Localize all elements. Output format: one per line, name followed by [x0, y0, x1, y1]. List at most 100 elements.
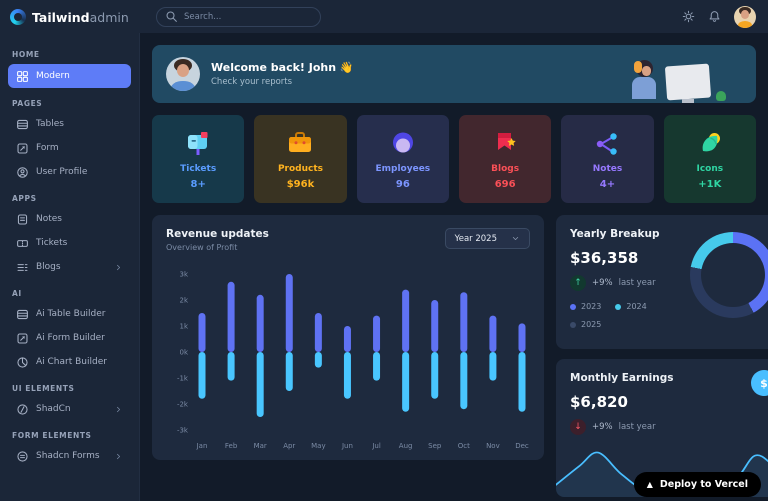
sidebar-item-shadcn[interactable]: ShadCn — [8, 398, 131, 420]
monthly-title: Monthly Earnings — [570, 372, 674, 384]
bar-positive-dec[interactable] — [518, 323, 526, 352]
bar-positive-apr[interactable] — [285, 274, 293, 352]
share-nodes-icon — [592, 129, 622, 159]
form-icon — [16, 332, 29, 345]
bar-positive-jan[interactable] — [198, 313, 206, 352]
x-axis-label: Mar — [254, 442, 267, 450]
stat-label: Icons — [696, 163, 724, 174]
welcome-banner: Welcome back! John 👋 Check your reports — [152, 45, 756, 103]
x-axis-label: Sep — [428, 442, 442, 450]
sidebar-item-label: Shadcn Forms — [36, 451, 100, 461]
brand-name-light: admin — [89, 10, 129, 25]
bar-positive-aug[interactable] — [402, 289, 410, 352]
chevron-right-icon — [114, 263, 123, 272]
sidebar-item-ai-chart-builder[interactable]: Ai Chart Builder — [8, 351, 131, 373]
sidebar-section-title: FORM ELEMENTS — [12, 431, 92, 440]
bar-positive-feb[interactable] — [227, 281, 235, 352]
theme-toggle-sun-icon[interactable] — [682, 10, 695, 23]
bar-positive-oct[interactable] — [460, 292, 468, 352]
bar-negative-may[interactable] — [314, 352, 322, 368]
user-avatar[interactable] — [734, 5, 756, 28]
bar-positive-may[interactable] — [314, 313, 322, 352]
stat-card-blogs[interactable]: Blogs 696 — [458, 115, 552, 203]
sidebar-item-tickets[interactable]: Tickets — [8, 232, 131, 254]
y-axis-tick: 2k — [179, 297, 188, 305]
stat-card-tickets[interactable]: Tickets 8+ — [152, 115, 245, 203]
sidebar-section-title: UI ELEMENTS — [12, 384, 75, 393]
y-axis-tick: -1k — [177, 375, 189, 383]
trend-down-icon: ↓ — [570, 419, 586, 435]
x-axis-label: Jul — [371, 442, 381, 450]
sidebar-item-blogs[interactable]: Blogs — [8, 256, 131, 278]
bar-negative-mar[interactable] — [256, 352, 264, 417]
brand-logo[interactable]: Tailwindadmin — [0, 7, 140, 26]
bar-negative-nov[interactable] — [489, 352, 497, 381]
year-select-dropdown[interactable]: Year 2025 — [444, 228, 530, 249]
stat-label: Notes — [592, 163, 623, 174]
bookmark-star-icon — [490, 129, 520, 159]
bar-negative-jul[interactable] — [373, 352, 381, 381]
bar-positive-jun[interactable] — [343, 326, 351, 352]
bar-negative-sep[interactable] — [431, 352, 439, 399]
stat-card-employees[interactable]: Employees 96 — [356, 115, 449, 203]
plant-shape — [716, 91, 726, 101]
monthly-delta: +9% — [592, 422, 613, 432]
form-icon — [16, 142, 29, 155]
bar-negative-jun[interactable] — [343, 352, 351, 399]
x-axis-label: Dec — [515, 442, 529, 450]
bar-negative-oct[interactable] — [460, 352, 468, 410]
topbar: Tailwindadmin — [0, 0, 768, 33]
stat-card-icons[interactable]: Icons +1K — [663, 115, 756, 203]
sidebar-item-ai-table-builder[interactable]: Ai Table Builder — [8, 303, 131, 325]
employee-head-icon — [388, 129, 418, 159]
sidebar-item-label: Ai Chart Builder — [36, 357, 107, 367]
sidebar-item-shadcn-forms[interactable]: Shadcn Forms — [8, 445, 131, 467]
mailbox-icon — [183, 129, 213, 159]
brand-name-bold: Tailwind — [32, 10, 90, 25]
sidebar-item-label: ShadCn — [36, 404, 71, 414]
bar-negative-feb[interactable] — [227, 352, 235, 381]
sidebar-item-notes[interactable]: Notes — [8, 208, 131, 230]
search-icon — [165, 10, 178, 23]
sidebar-item-label: Blogs — [36, 262, 61, 272]
main-content: Welcome back! John 👋 Check your reports … — [140, 33, 768, 501]
person-headphones — [634, 61, 642, 73]
bar-negative-aug[interactable] — [402, 352, 410, 412]
sidebar-section-title: AI — [12, 289, 22, 298]
sidebar-item-tables[interactable]: Tables — [8, 113, 131, 135]
revenue-subtitle: Overview of Profit — [166, 243, 238, 252]
forms-icon — [16, 450, 29, 463]
search-box[interactable] — [156, 6, 321, 27]
welcome-avatar — [166, 57, 200, 91]
bar-negative-jan[interactable] — [198, 352, 206, 399]
stat-value: 4+ — [599, 178, 616, 190]
woman-at-computer-illustration — [608, 53, 728, 103]
bar-negative-apr[interactable] — [285, 352, 293, 391]
sidebar-item-modern[interactable]: Modern — [8, 64, 131, 88]
search-input[interactable] — [184, 11, 312, 22]
stat-card-notes[interactable]: Notes 4+ — [561, 115, 654, 203]
bar-negative-dec[interactable] — [518, 352, 526, 412]
legend-item-2024: 2024 — [615, 302, 647, 311]
stat-card-products[interactable]: Products $96k — [254, 115, 347, 203]
bar-positive-nov[interactable] — [489, 315, 497, 352]
notifications-bell-icon[interactable] — [708, 10, 721, 23]
sidebar-item-label: Tickets — [36, 238, 68, 248]
deploy-label: Deploy to Vercel — [659, 479, 748, 490]
avatar-face — [741, 10, 749, 19]
dollar-icon: $ — [751, 370, 768, 396]
deploy-to-vercel-button[interactable]: ▲ Deploy to Vercel — [633, 472, 761, 497]
sidebar-item-form[interactable]: Form — [8, 137, 131, 159]
legend-dot — [570, 303, 576, 310]
sidebar-item-ai-form-builder[interactable]: Ai Form Builder — [8, 327, 131, 349]
briefcase-icon — [285, 129, 315, 159]
sidebar-item-user-profile[interactable]: User Profile — [8, 161, 131, 183]
sidebar-item-label: Ai Form Builder — [36, 333, 105, 343]
revenue-title: Revenue updates — [166, 228, 269, 240]
sidebar-section-title: HOME — [12, 50, 40, 59]
bar-positive-mar[interactable] — [256, 294, 264, 352]
bar-positive-jul[interactable] — [373, 315, 381, 352]
bar-positive-sep[interactable] — [431, 300, 439, 352]
person-body — [632, 77, 656, 99]
table-icon — [16, 308, 29, 321]
